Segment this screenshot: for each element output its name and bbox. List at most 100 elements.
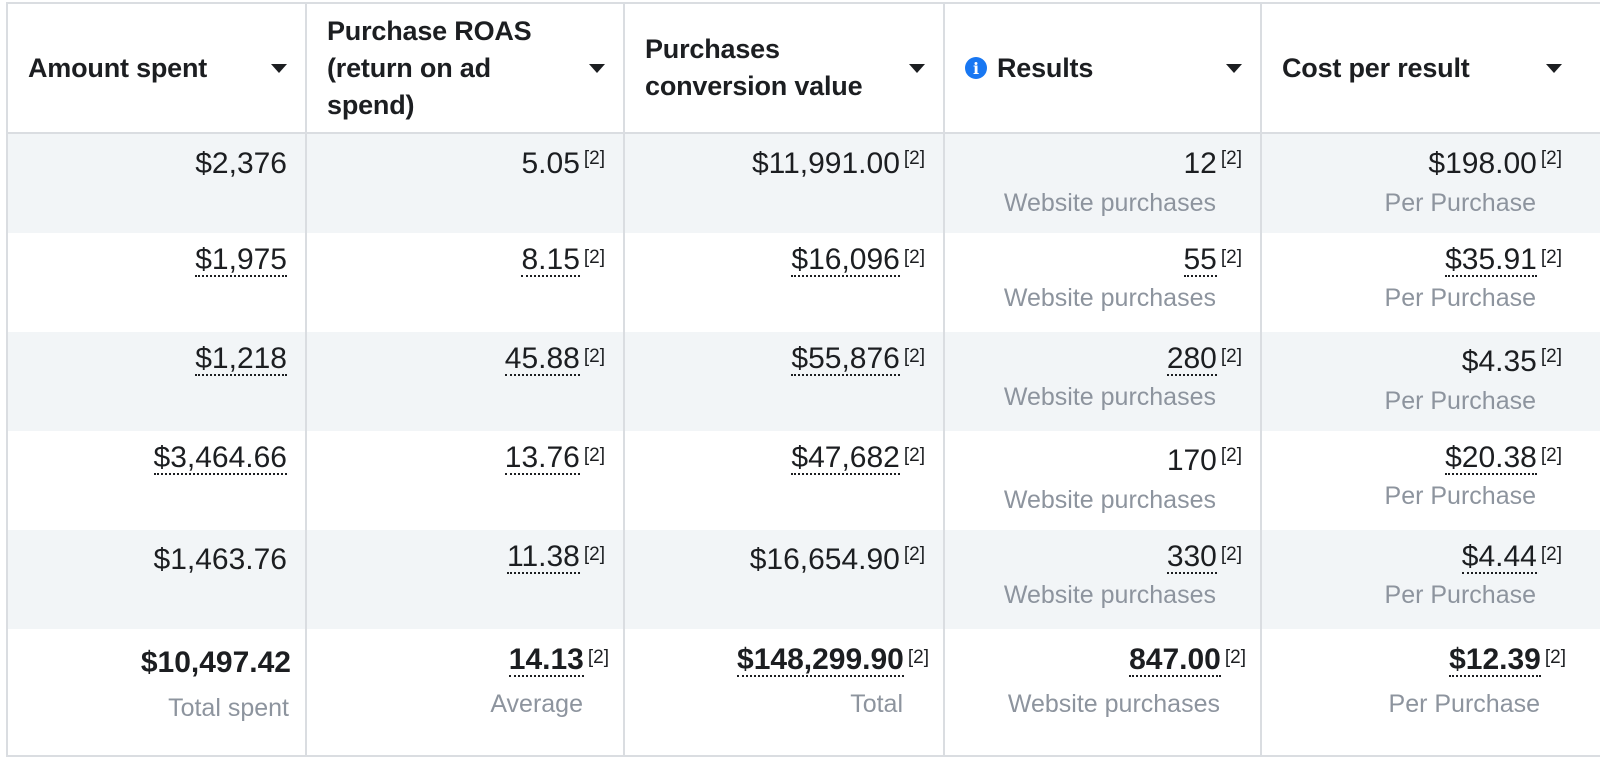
total-cost-subtext: Per Purchase — [1388, 690, 1540, 718]
results-value[interactable]: 330 — [1166, 540, 1217, 574]
table-row: $1,218 45.88 [2] $55,876 [2] 280 [2] Websit… — [8, 332, 1600, 431]
column-header-amount-spent[interactable]: Amount spent — [8, 4, 307, 132]
cost-per-result-value: $4.35 — [1461, 345, 1537, 378]
total-roas-value[interactable]: 14.13 — [508, 643, 584, 677]
footnote-link[interactable]: [2] — [583, 445, 605, 466]
total-results-subtext: Website purchases — [1007, 690, 1220, 718]
column-header-label: Cost per result — [1282, 52, 1470, 83]
footnote-link[interactable]: [2] — [1220, 346, 1242, 367]
footnote-link[interactable]: [2] — [903, 544, 925, 565]
column-header-cost-per-result[interactable]: Cost per result — [1262, 4, 1580, 132]
amount-spent-value[interactable]: $1,218 — [195, 342, 287, 376]
table-row: $1,975 8.15 [2] $16,096 [2] 55 [2] Website … — [8, 233, 1600, 332]
roas-value[interactable]: 13.76 — [504, 441, 580, 475]
amount-spent-value: $2,376 — [195, 147, 287, 180]
footnote-link[interactable]: [2] — [1220, 247, 1242, 268]
total-amount-spent: $10,497.42 Total spent — [8, 629, 307, 755]
results-value[interactable]: 280 — [1166, 342, 1217, 376]
total-cost-per-result: $12.39 [2] Per Purchase — [1262, 629, 1580, 755]
cost-subtext: Per Purchase — [1384, 482, 1536, 510]
cell-amount-spent: $2,376 — [8, 134, 307, 233]
cost-per-result-value[interactable]: $20.38 — [1445, 441, 1537, 475]
footnote-link[interactable]: [2] — [1540, 247, 1562, 268]
total-amount-spent-subtext: Total spent — [168, 694, 289, 722]
footnote-link[interactable]: [2] — [1540, 346, 1562, 367]
amount-spent-value: $1,463.76 — [153, 543, 287, 576]
footnote-link[interactable]: [2] — [903, 346, 925, 367]
conversion-value: $11,991.00 — [751, 147, 900, 180]
footnote-link[interactable]: [2] — [583, 247, 605, 268]
cost-per-result-value[interactable]: $4.44 — [1461, 540, 1537, 574]
conversion-value[interactable]: $16,096 — [791, 243, 900, 277]
total-conversion-value: $148,299.90 [2] Total — [625, 629, 945, 755]
footnote-link[interactable]: [2] — [903, 148, 925, 169]
cell-conversion-value: $16,096 [2] — [625, 233, 945, 332]
amount-spent-value[interactable]: $1,975 — [195, 243, 287, 277]
footnote-link[interactable]: [2] — [587, 647, 609, 668]
results-value: 170 — [1166, 444, 1217, 477]
footnote-link[interactable]: [2] — [907, 647, 929, 668]
sort-caret-icon[interactable] — [589, 63, 605, 73]
footnote-link[interactable]: [2] — [1540, 544, 1562, 565]
cell-cost-per-result: $198.00 [2] Per Purchase — [1262, 134, 1580, 233]
footnote-link[interactable]: [2] — [1540, 445, 1562, 466]
cost-subtext: Per Purchase — [1384, 387, 1536, 415]
footnote-link[interactable]: [2] — [1224, 647, 1246, 668]
sort-caret-icon[interactable] — [1226, 63, 1242, 73]
results-value[interactable]: 55 — [1183, 243, 1217, 277]
footnote-link[interactable]: [2] — [903, 445, 925, 466]
conversion-value[interactable]: $47,682 — [791, 441, 900, 475]
results-subtext: Website purchases — [1003, 486, 1216, 514]
roas-value[interactable]: 45.88 — [504, 342, 580, 376]
info-icon[interactable]: i — [965, 57, 987, 79]
cell-amount-spent: $1,975 — [8, 233, 307, 332]
total-amount-spent-value: $10,497.42 — [140, 646, 291, 679]
cell-results: 330 [2] Website purchases — [945, 530, 1262, 629]
cell-amount-spent: $1,218 — [8, 332, 307, 431]
cell-results: 280 [2] Website purchases — [945, 332, 1262, 431]
totals-row: $10,497.42 Total spent 14.13 [2] Average … — [8, 629, 1600, 757]
sort-caret-icon[interactable] — [1546, 63, 1562, 73]
results-value: 12 — [1183, 147, 1217, 180]
total-results: 847.00 [2] Website purchases — [945, 629, 1262, 755]
cell-cost-per-result: $35.91 [2] Per Purchase — [1262, 233, 1580, 332]
footnote-link[interactable]: [2] — [903, 247, 925, 268]
cell-roas: 8.15 [2] — [307, 233, 625, 332]
total-results-value[interactable]: 847.00 — [1129, 643, 1221, 677]
results-subtext: Website purchases — [1003, 581, 1216, 609]
cell-results: 55 [2] Website purchases — [945, 233, 1262, 332]
column-header-purchase-roas[interactable]: Purchase ROAS (return on ad spend) — [307, 4, 625, 132]
table-header: Amount spent Purchase ROAS (return on ad… — [8, 4, 1600, 134]
cost-per-result-value: $198.00 — [1428, 147, 1537, 180]
column-header-conversion-value[interactable]: Purchases conversion value — [625, 4, 945, 132]
footnote-link[interactable]: [2] — [1220, 148, 1242, 169]
cost-per-result-value[interactable]: $35.91 — [1445, 243, 1537, 277]
results-subtext: Website purchases — [1003, 284, 1216, 312]
cell-results: 12 [2] Website purchases — [945, 134, 1262, 233]
cell-conversion-value: $47,682 [2] — [625, 431, 945, 530]
amount-spent-value[interactable]: $3,464.66 — [153, 441, 287, 475]
table-row: $2,376 5.05 [2] $11,991.00 [2] 12 [2] Websi… — [8, 134, 1600, 233]
total-conversion-value-value[interactable]: $148,299.90 — [737, 643, 904, 677]
total-roas-subtext: Average — [490, 690, 583, 718]
footnote-link[interactable]: [2] — [1220, 544, 1242, 565]
footnote-link[interactable]: [2] — [1540, 148, 1562, 169]
total-conversion-value-subtext: Total — [850, 690, 903, 718]
cell-cost-per-result: $4.35 [2] Per Purchase — [1262, 332, 1580, 431]
cost-subtext: Per Purchase — [1384, 284, 1536, 312]
sort-caret-icon[interactable] — [271, 63, 287, 73]
column-header-results[interactable]: i Results — [945, 4, 1262, 132]
column-header-label: Results — [997, 52, 1094, 83]
results-subtext: Website purchases — [1003, 383, 1216, 411]
footnote-link[interactable]: [2] — [583, 346, 605, 367]
conversion-value[interactable]: $55,876 — [791, 342, 900, 376]
footnote-link[interactable]: [2] — [583, 148, 605, 169]
roas-value[interactable]: 8.15 — [521, 243, 580, 277]
footnote-link[interactable]: [2] — [1544, 647, 1566, 668]
total-cost-per-result-value[interactable]: $12.39 — [1449, 643, 1541, 677]
footnote-link[interactable]: [2] — [1220, 445, 1242, 466]
roas-value[interactable]: 11.38 — [507, 540, 580, 574]
table-row: $3,464.66 13.76 [2] $47,682 [2] 170 [2] Web… — [8, 431, 1600, 530]
sort-caret-icon[interactable] — [909, 63, 925, 73]
footnote-link[interactable]: [2] — [583, 544, 605, 565]
